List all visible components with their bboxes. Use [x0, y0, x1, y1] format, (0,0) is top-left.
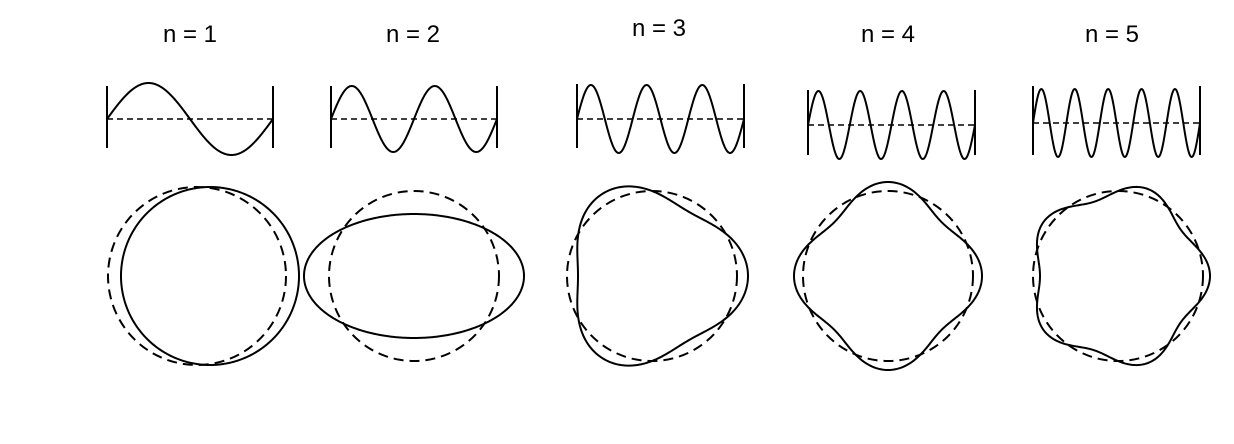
wave-curve	[330, 85, 498, 153]
standing-wave-n4	[807, 89, 976, 161]
reference-circle	[328, 190, 500, 362]
deformed-ring	[119, 185, 301, 367]
mode-label-n3: n = 3	[632, 15, 686, 42]
wave-curve	[807, 89, 976, 161]
mode-label-n2: n = 2	[386, 21, 440, 48]
reference-circle	[802, 190, 974, 362]
wave-curve	[106, 81, 274, 157]
wave-curve	[576, 83, 745, 155]
mode-label-n5: n = 5	[1085, 21, 1139, 48]
standing-wave-n3	[576, 83, 745, 155]
deformed-ring	[576, 185, 750, 367]
standing-wave-n2	[330, 85, 498, 153]
ring-mode-row	[107, 180, 1212, 372]
reference-circle	[107, 186, 287, 366]
standing-wave-n5	[1032, 86, 1201, 159]
mode-label-n4: n = 4	[861, 21, 915, 48]
ring-mode-n4	[792, 180, 984, 372]
deformed-ring	[302, 212, 526, 340]
ring-mode-n1	[107, 185, 301, 367]
ring-mode-n2	[302, 190, 526, 362]
reference-circle	[566, 190, 738, 362]
ring-mode-n3	[566, 185, 750, 367]
wave-curve	[1032, 87, 1201, 159]
mode-label-n1: n = 1	[163, 21, 217, 48]
ring-mode-n5	[1032, 185, 1212, 367]
reference-circle	[1032, 190, 1204, 362]
deformed-ring	[792, 180, 984, 372]
deformed-ring	[1035, 185, 1212, 367]
standing-wave-n1	[106, 81, 274, 157]
standing-wave-row	[106, 81, 1201, 161]
